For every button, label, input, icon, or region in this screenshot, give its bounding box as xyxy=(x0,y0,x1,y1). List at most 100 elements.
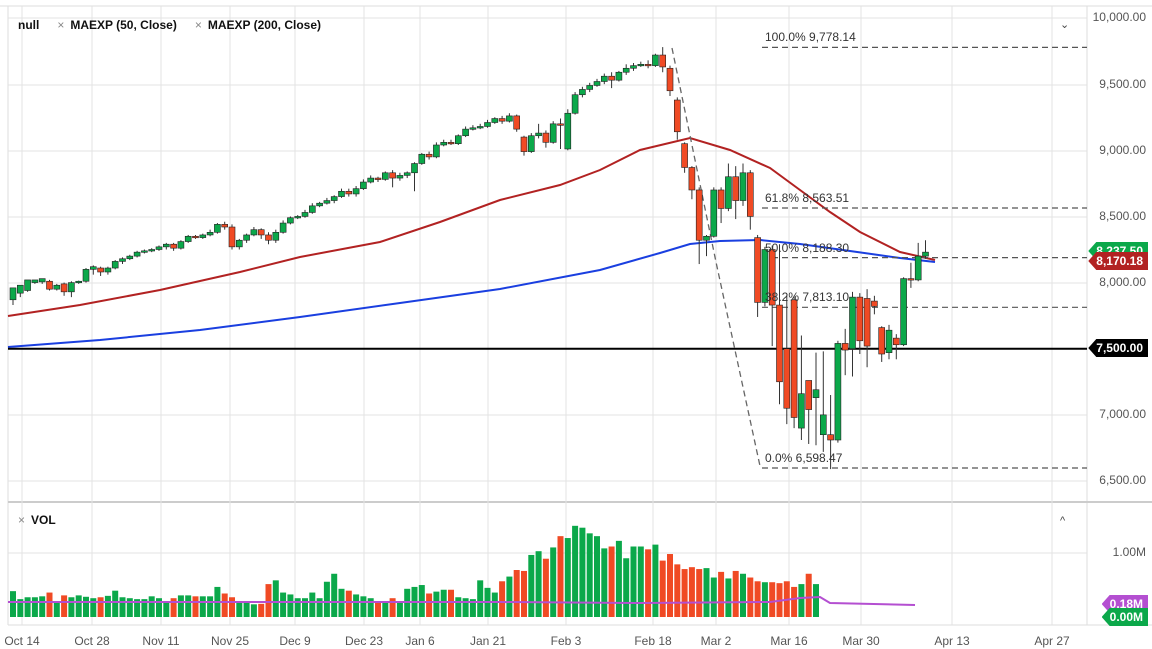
candle-body xyxy=(871,300,878,307)
remove-indicator-icon[interactable]: × xyxy=(57,18,65,32)
volume-tag: 0.00M xyxy=(1101,608,1148,626)
symbol-label: null xyxy=(18,18,40,32)
time-tick-label: Mar 16 xyxy=(770,634,808,648)
candle-body xyxy=(294,216,302,219)
candle-body xyxy=(542,132,550,143)
candle-body xyxy=(236,239,243,248)
remove-indicator-icon[interactable]: × xyxy=(194,18,202,32)
candle-body xyxy=(907,278,915,281)
candle-body xyxy=(922,251,929,257)
candle-body xyxy=(622,67,630,73)
volume-bar xyxy=(199,596,206,617)
candle-body xyxy=(323,200,331,204)
candle-body xyxy=(148,249,155,252)
volume-bar xyxy=(674,564,681,617)
candle-body xyxy=(535,132,542,137)
volume-bar xyxy=(608,546,615,617)
time-tick-label: Jan 6 xyxy=(405,634,435,648)
candle-body xyxy=(206,232,214,236)
volume-bar xyxy=(659,560,666,617)
volume-bar xyxy=(148,596,155,617)
candle-body xyxy=(666,67,674,92)
candle-body xyxy=(527,135,535,152)
candle-body xyxy=(16,284,24,294)
remove-volume-icon[interactable]: × xyxy=(18,513,26,527)
fib-level-label: 100.0% 9,778.14 xyxy=(765,30,856,45)
candle-body xyxy=(396,175,404,179)
candle-body xyxy=(389,172,396,179)
volume-label: VOL xyxy=(31,513,56,527)
volume-bar xyxy=(542,558,549,617)
candle-body xyxy=(68,282,75,293)
candle-body xyxy=(615,71,623,81)
candle-body xyxy=(600,75,608,82)
candle-body xyxy=(243,234,250,241)
volume-bar xyxy=(39,596,46,617)
time-tick-label: Mar 30 xyxy=(842,634,880,648)
volume-bar xyxy=(740,573,746,617)
candle-body xyxy=(739,172,747,201)
candle-body xyxy=(90,266,97,270)
candle-body xyxy=(199,234,207,238)
price-tag: 7,500.00 xyxy=(1088,339,1148,357)
fib-level-label: 50.0% 8,188.30 xyxy=(765,240,850,255)
volume-bar xyxy=(104,595,111,617)
volume-bar xyxy=(564,538,571,617)
candle-body xyxy=(878,327,886,355)
volume-bar xyxy=(637,546,644,617)
candle-body xyxy=(812,389,820,398)
candle-body xyxy=(352,188,360,195)
ma200-line xyxy=(7,238,936,348)
candle-body xyxy=(586,85,594,90)
candle-body xyxy=(454,135,462,144)
volume-bar xyxy=(280,592,287,617)
candle-body xyxy=(498,118,506,122)
candle-body xyxy=(754,237,761,303)
volume-bar xyxy=(382,601,389,617)
candle-body xyxy=(308,205,316,213)
candle-body xyxy=(60,283,68,293)
candle-body xyxy=(170,243,177,249)
volume-bar xyxy=(61,595,68,617)
candle-body xyxy=(564,112,572,150)
candle-body xyxy=(418,153,426,164)
candle-body xyxy=(571,94,579,114)
volume-bar xyxy=(499,581,506,617)
volume-bar xyxy=(586,533,593,617)
volume-bar xyxy=(119,597,126,617)
volume-bar xyxy=(805,573,812,617)
volume-bar xyxy=(302,598,308,617)
chevron-up-icon[interactable]: ^ xyxy=(1060,515,1066,527)
candle-body xyxy=(805,380,813,410)
candle-body xyxy=(24,279,31,291)
volume-bar xyxy=(309,592,316,617)
volume-bar xyxy=(667,554,673,617)
candle-body xyxy=(681,143,688,168)
candle-body xyxy=(557,123,564,126)
volume-bar xyxy=(615,540,622,617)
chevron-down-icon[interactable]: ⌄ xyxy=(1060,19,1070,31)
price-tick-label: 9,500.00 xyxy=(1099,77,1146,91)
candle-body xyxy=(549,123,557,143)
candle-body xyxy=(360,181,367,189)
price-tick-label: 9,000.00 xyxy=(1099,143,1146,157)
volume-bar xyxy=(455,597,462,617)
candle-body xyxy=(104,267,112,273)
volume-bar xyxy=(791,586,798,617)
candle-body xyxy=(38,278,46,283)
candle-body xyxy=(228,226,236,248)
volume-bar xyxy=(469,599,476,617)
volume-bar xyxy=(221,593,228,617)
volume-bar xyxy=(345,590,352,617)
volume-bar xyxy=(535,551,542,617)
volume-bar xyxy=(90,598,97,617)
candle-body xyxy=(900,278,907,346)
price-tick-label: 10,000.00 xyxy=(1092,10,1146,24)
volume-bar xyxy=(170,598,177,617)
candle-body xyxy=(819,414,827,436)
candle-body xyxy=(593,81,601,86)
candle-body xyxy=(520,136,528,152)
candle-body xyxy=(725,176,732,209)
candle-body xyxy=(630,65,637,69)
